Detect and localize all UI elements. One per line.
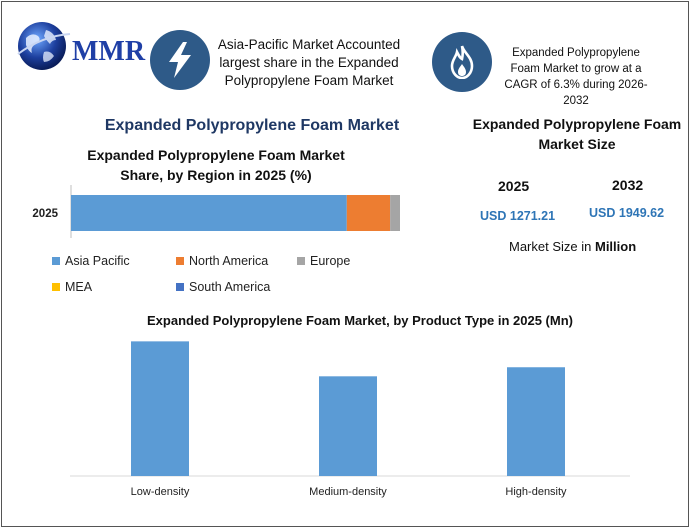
lightning-icon-circle [150, 30, 210, 90]
market-size-title: Expanded Polypropylene Foam Market Size [472, 116, 682, 152]
market-size-note-unit: Million [594, 239, 637, 254]
legend-swatch [297, 257, 305, 265]
legend-item-north-america: North America [176, 254, 268, 268]
legend-swatch [176, 257, 184, 265]
mmr-logo: MMR [14, 18, 145, 74]
product-category-label: High-density [505, 486, 567, 498]
legend-swatch [52, 257, 60, 265]
market-value-2025: USD 1271.21 [480, 209, 556, 223]
region-bar-north-america [346, 195, 391, 231]
legend-item-mea: MEA [52, 280, 92, 294]
region-chart-category-label: 2025 [32, 208, 58, 220]
region-chart-title: Expanded Polypropylene Foam Market Share… [87, 147, 345, 183]
legend-label: North America [189, 254, 269, 268]
legend-swatch [176, 283, 184, 291]
globe-icon [17, 22, 71, 70]
product-type-chart-title: Expanded Polypropylene Foam Market, by P… [147, 313, 573, 328]
year-2032-label: 2032 [612, 177, 644, 193]
legend-item-asia-pacific: Asia Pacific [52, 254, 130, 268]
legend-label: Asia Pacific [65, 254, 130, 268]
product-category-label: Low-density [131, 486, 190, 498]
year-2025-label: 2025 [498, 178, 530, 194]
header-left-text: Asia-Pacific Market Accounted largest sh… [217, 37, 401, 88]
legend-label: South America [189, 280, 271, 294]
product-bar-high-density [507, 367, 565, 476]
flame-icon [450, 45, 474, 79]
product-bar-low-density [131, 341, 189, 476]
legend-label: Europe [310, 254, 351, 268]
product-bar-medium-density [319, 376, 377, 476]
product-type-chart: Low-density Medium-density High-density [70, 341, 630, 498]
product-category-label: Medium-density [309, 486, 387, 498]
logo-text: MMR [72, 36, 146, 67]
market-value-2032: USD 1949.62 [589, 206, 665, 220]
legend-item-south-america: South America [176, 280, 270, 294]
region-bar-europe [390, 195, 400, 231]
legend-label: MEA [65, 280, 93, 294]
market-size-note-prefix: Market Size in [509, 239, 595, 254]
market-size-note: Market Size in Million [509, 239, 636, 254]
main-title: Expanded Polypropylene Foam Market [104, 117, 400, 134]
region-bar-asia-pacific [71, 195, 347, 231]
legend-item-europe: Europe [297, 254, 350, 268]
lightning-bolt-icon [169, 42, 191, 78]
legend-swatch [52, 283, 60, 291]
flame-icon-circle [432, 32, 492, 92]
header-right-text: Expanded Polypropylene Foam Market to gr… [504, 47, 648, 107]
region-share-chart: 2025 [32, 185, 400, 238]
